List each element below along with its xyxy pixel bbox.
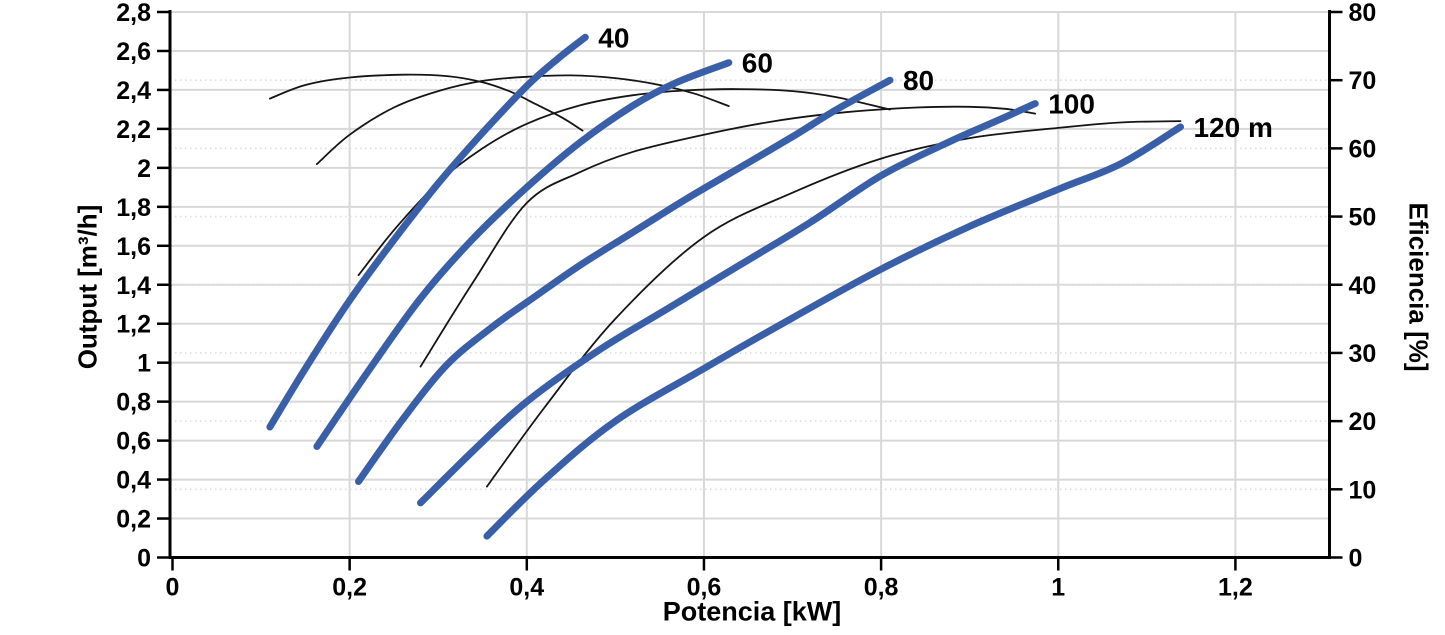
right-axis-tick-label: 10 [1349,476,1377,504]
x-axis-tick-label: 1 [1051,574,1065,602]
right-axis-tick-label: 30 [1349,340,1377,368]
left-axis-tick-label: 1 [137,350,151,378]
output-120-curve [483,123,1184,540]
x-axis-title: Potencia [kW] [662,596,842,627]
output-curves-group: 40 60 80 100 120 m [266,22,1273,540]
right-axis-tick-label: 40 [1349,272,1377,300]
efficiency-curves-group [269,73,1182,488]
curve-label-100: 100 [1048,89,1095,120]
left-axis-tick-label: 0,4 [116,467,151,495]
x-axis-tick-label: 0,6 [687,574,722,602]
left-axis-tick-label: 0,6 [116,428,151,456]
efficiency-100-curve [419,105,1037,368]
x-axis-tick-label: 0,4 [509,574,544,602]
output-40-curve [266,33,589,431]
left-axis-tick-label: 0,8 [116,389,151,417]
right-axis-tick-label: 50 [1349,204,1377,232]
x-axis-tick-label: 0,8 [864,574,899,602]
left-axis-tick-label: 1,6 [116,233,151,261]
output-100-curve [417,100,1039,507]
curve-label-120: 120 m [1193,112,1272,143]
curve-label-40: 40 [598,22,629,53]
left-axis-tick-label: 2,4 [116,77,151,105]
right-axis-tick-label: 70 [1349,67,1377,95]
right-axis-tick-label: 80 [1349,0,1377,27]
x-axis-tick-label: 1,2 [1218,574,1253,602]
right-axis-title: Eficiencia [%] [1403,202,1434,372]
left-axis-tick-label: 1,4 [116,272,151,300]
efficiency-120-curve [486,120,1182,488]
efficiency-40-curve [269,73,584,132]
left-axis-tick-label: 0,2 [116,506,151,534]
gridlines-group [170,11,1330,558]
right-axis-tick-label: 20 [1349,408,1377,436]
left-axis-tick-label: 1,8 [116,194,151,222]
left-axis-tick-label: 1,2 [116,311,151,339]
curve-label-60: 60 [742,48,773,79]
left-axis-tick-label: 2,2 [116,116,151,144]
output-80-curve [355,76,894,485]
x-axis-tick-label: 0,2 [332,574,367,602]
left-axis-tick-label: 2,6 [116,38,151,66]
x-axis-tick-label: 0 [166,574,180,602]
left-axis-tick-label: 2,8 [116,0,151,27]
axes-group: 0 0,2 0,4 0,6 0,8 1 1,2 1,4 1,6 1,8 2 2,2 2,4 2,6 2,8 0… [116,0,1376,602]
left-axis-tick-label: 2 [137,155,151,183]
right-axis-tick-label: 60 [1349,135,1377,163]
output-60-curve [313,59,733,450]
left-axis-title: Output [m³/h] [72,204,103,370]
left-axis-tick-label: 0 [137,545,151,573]
right-axis-tick-label: 0 [1349,545,1363,573]
curve-label-80: 80 [903,65,934,96]
